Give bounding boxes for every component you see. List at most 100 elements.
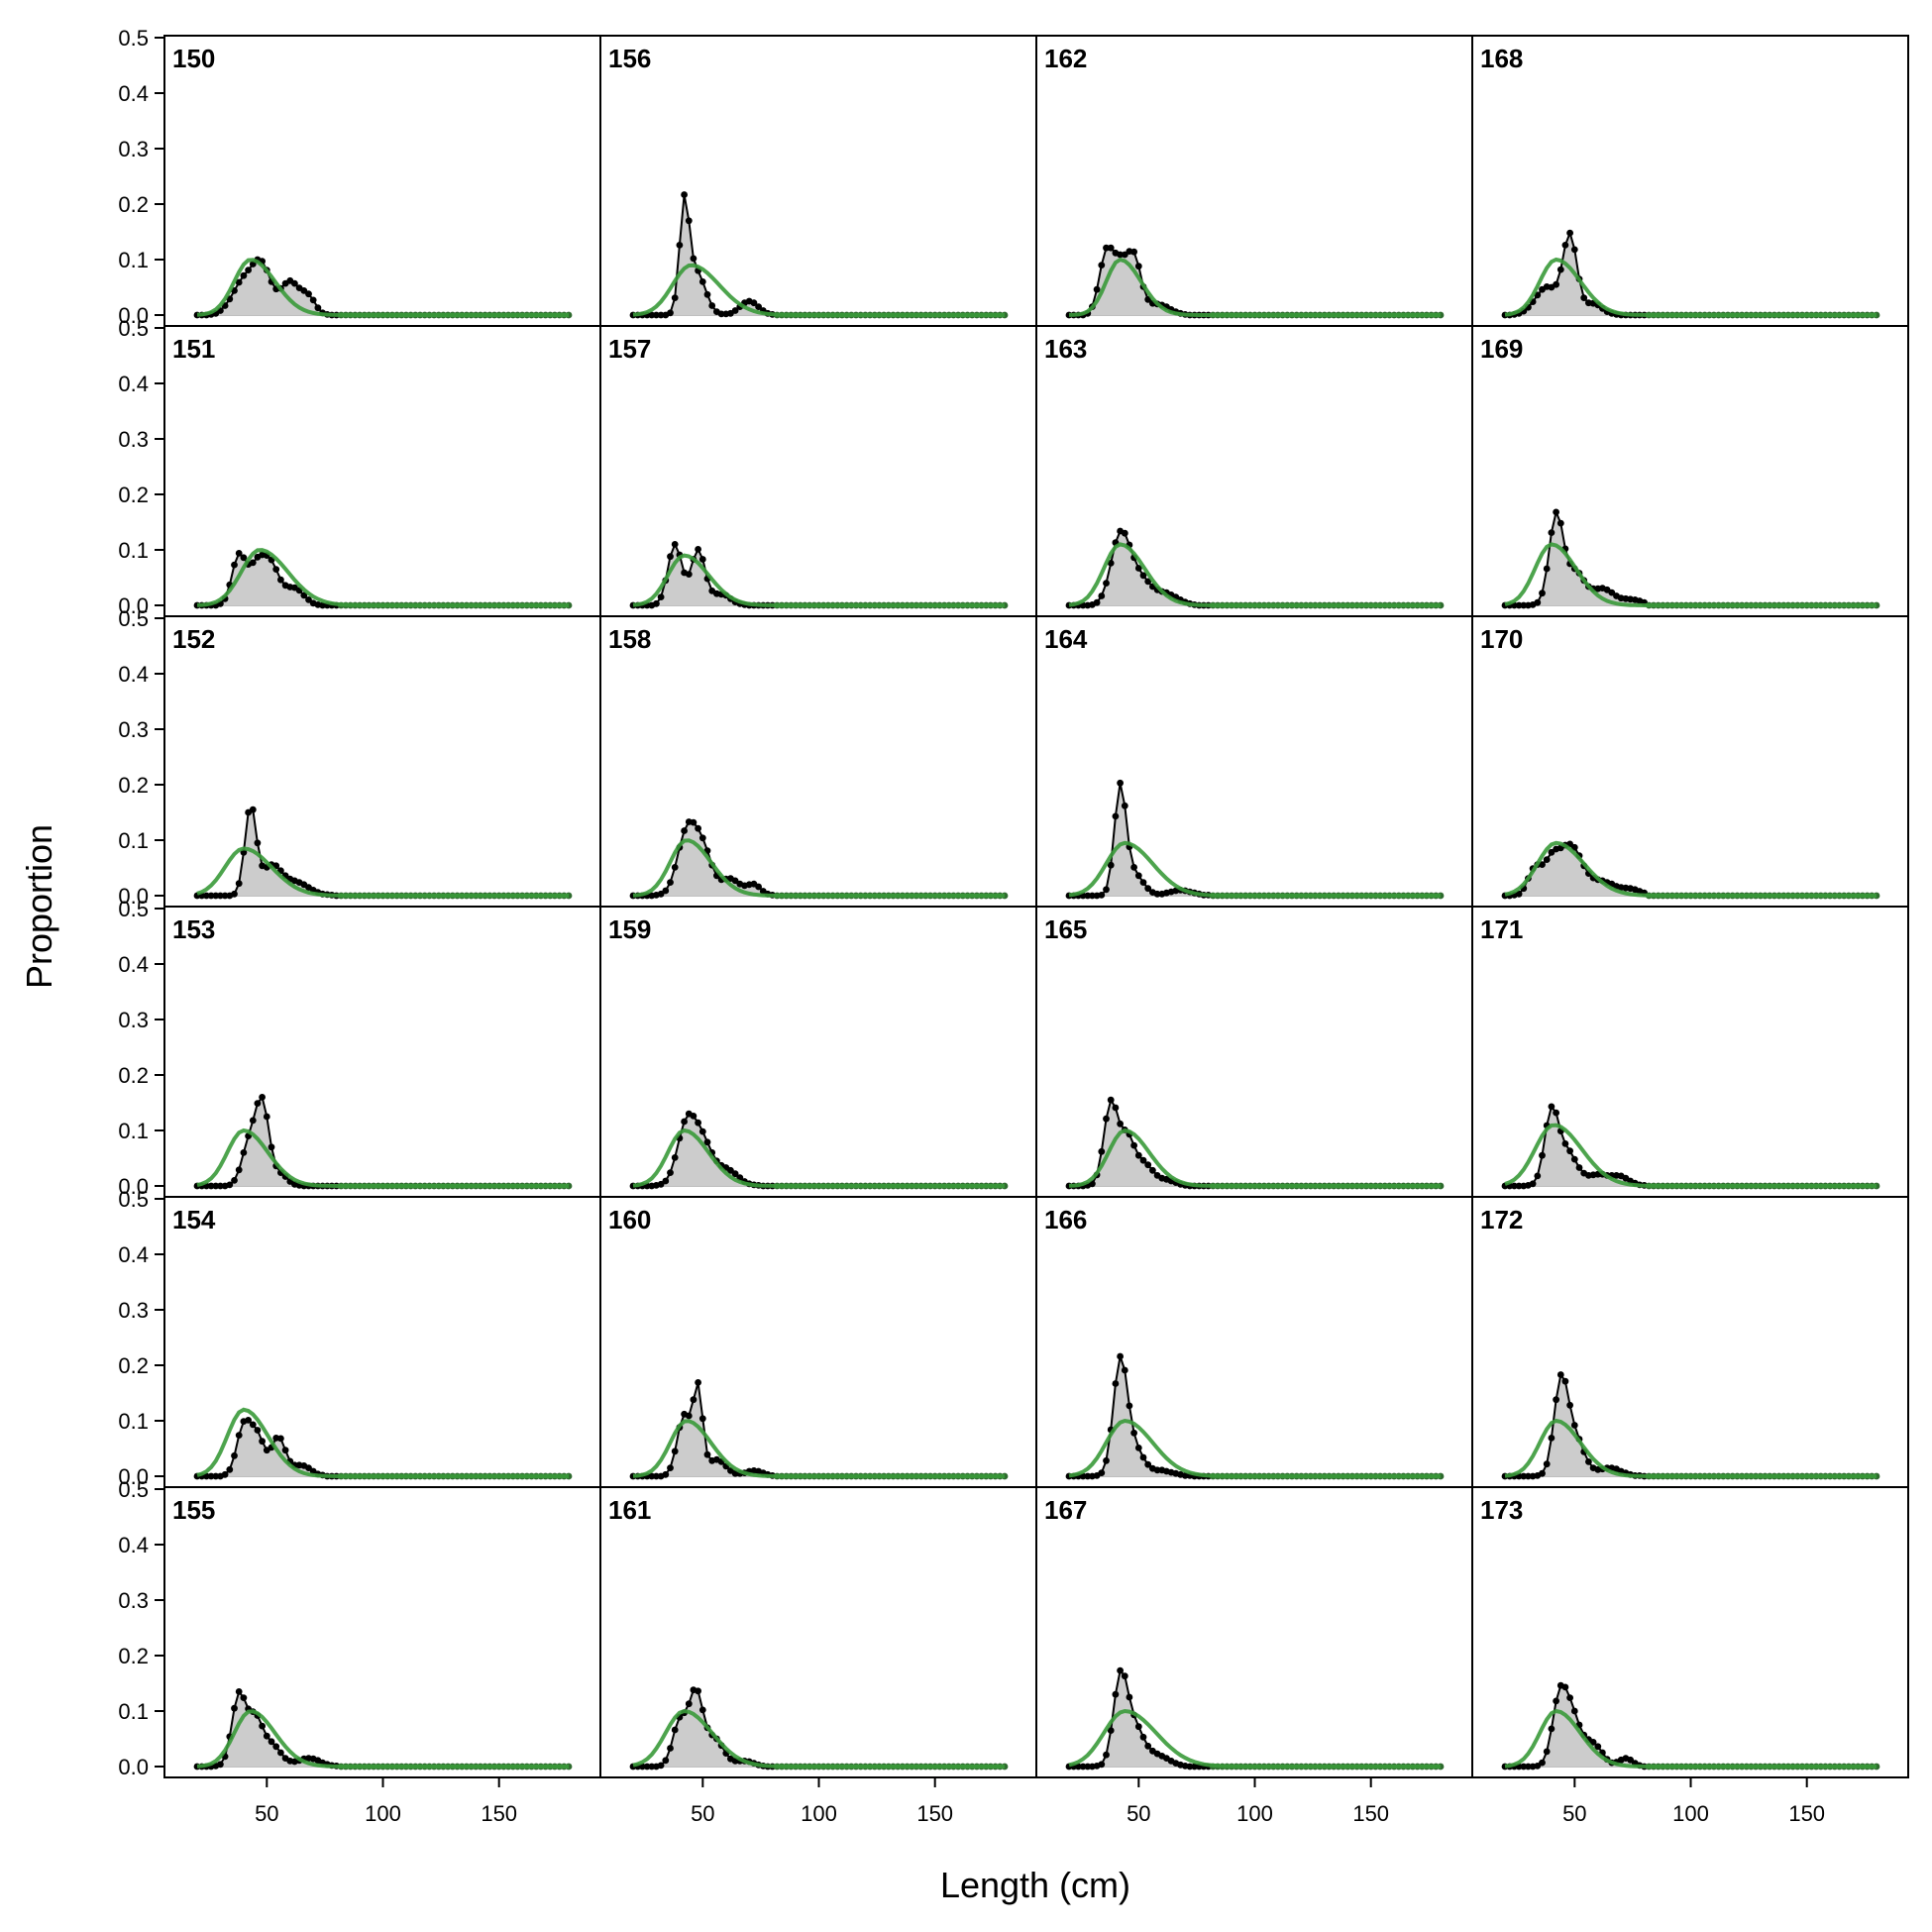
observed-point	[653, 311, 660, 319]
observed-point	[217, 892, 224, 900]
observed-point	[1186, 1763, 1194, 1771]
observed-point	[1181, 1472, 1189, 1479]
x-tick-label: 100	[801, 1801, 837, 1826]
observed-point	[657, 890, 665, 898]
observed-point	[254, 839, 262, 847]
observed-point	[1548, 1725, 1556, 1733]
y-tick-label: 0.3	[118, 1298, 149, 1323]
y-tick-label: 0.5	[118, 316, 149, 341]
expected-line	[1504, 1708, 1877, 1769]
observed-point	[667, 553, 674, 561]
observed-area	[1069, 783, 1441, 896]
panel-border	[163, 906, 601, 1198]
observed-point	[277, 1435, 284, 1443]
observed-point	[1139, 1733, 1147, 1741]
expected-line	[196, 1709, 569, 1769]
panel-label: 158	[608, 624, 651, 654]
panel-label: 171	[1480, 914, 1523, 944]
expected-line	[196, 258, 569, 317]
observed-point	[1153, 1466, 1161, 1474]
observed-point	[695, 1379, 701, 1386]
observed-point	[671, 1726, 679, 1734]
observed-point	[1130, 864, 1137, 871]
observed-point	[685, 1700, 693, 1708]
panels-group: 150 151 152 153 154 155 156 157 158 159 160 161 162 1…	[163, 35, 1909, 1778]
observed-point	[254, 1427, 262, 1434]
x-tick-label: 150	[916, 1801, 953, 1826]
observed-point	[667, 1169, 674, 1176]
y-tick-label: 0.3	[118, 1588, 149, 1613]
observed-point	[1525, 1763, 1532, 1771]
panel-label: 166	[1044, 1205, 1087, 1234]
observed-point	[1134, 1445, 1142, 1451]
y-tick-label: 0.0	[118, 884, 149, 909]
observed-point	[1117, 251, 1124, 259]
observed-point	[1534, 598, 1542, 606]
observed-point	[1130, 1141, 1137, 1149]
panel-label: 156	[608, 44, 651, 73]
observed-point	[681, 1118, 688, 1126]
y-tick-label: 0.1	[118, 1699, 149, 1724]
y-tick-label: 0.0	[118, 1174, 149, 1199]
expected-line	[1068, 542, 1441, 607]
observed-point	[1561, 242, 1569, 249]
observed-point	[1589, 1739, 1597, 1746]
observed-point	[259, 1722, 266, 1730]
observed-point	[698, 834, 706, 842]
observed-point	[226, 1181, 234, 1189]
observed-point	[1539, 1759, 1546, 1767]
panel-165: 165	[1035, 906, 1473, 1198]
y-tick-label: 0.4	[118, 372, 149, 396]
panel-170: 170	[1471, 615, 1909, 908]
observed-point	[207, 1182, 215, 1190]
expected-line	[1068, 1418, 1441, 1478]
observed-point	[1556, 519, 1564, 527]
observed-point	[1117, 1666, 1124, 1674]
panel-151: 151	[163, 325, 601, 617]
observed-point	[300, 591, 308, 599]
x-tick-label: 100	[1672, 1801, 1709, 1826]
observed-point	[1130, 1429, 1137, 1437]
y-tick-label: 0.2	[118, 1063, 149, 1088]
y-tick-label: 0.2	[118, 773, 149, 798]
y-tick-label: 0.1	[118, 248, 149, 272]
expected-line	[196, 1407, 569, 1478]
expected-line	[1068, 257, 1441, 317]
panel-162: 162	[1035, 35, 1473, 327]
x-axis: 50 100 150 50 100 150 50 100 150 50 100 150	[255, 1777, 1825, 1826]
panel-153: 153	[163, 906, 601, 1198]
observed-point	[1144, 578, 1152, 586]
observed-point	[231, 890, 238, 898]
observed-point	[690, 1396, 698, 1404]
observed-point	[281, 1447, 289, 1454]
observed-point	[657, 593, 665, 600]
observed-point	[203, 892, 210, 900]
observed-area	[1505, 1685, 1877, 1767]
panel-155: 155	[163, 1486, 601, 1778]
observed-point	[671, 864, 679, 871]
observed-point	[1561, 1377, 1569, 1385]
observed-point	[240, 1149, 248, 1156]
observed-point	[1585, 1458, 1592, 1465]
observed-point	[1539, 1469, 1546, 1477]
observed-point	[231, 1704, 238, 1712]
observed-point	[1139, 879, 1147, 886]
observed-point	[1107, 1727, 1115, 1734]
panel-label: 170	[1480, 624, 1523, 654]
observed-point	[1575, 1164, 1583, 1171]
panel-157: 157	[599, 325, 1037, 617]
observed-point	[1098, 262, 1106, 268]
y-tick-label: 0.3	[118, 427, 149, 452]
observed-point	[254, 1100, 262, 1107]
observed-point	[1548, 1435, 1556, 1442]
observed-point	[1112, 1104, 1120, 1112]
observed-point	[1098, 592, 1106, 599]
y-tick-label: 0.1	[118, 1119, 149, 1143]
expected-line	[632, 838, 1005, 898]
observed-point	[1570, 843, 1578, 851]
observed-point	[1139, 1453, 1147, 1461]
observed-point	[235, 1432, 243, 1439]
observed-point	[1553, 280, 1559, 288]
observed-point	[755, 883, 762, 891]
